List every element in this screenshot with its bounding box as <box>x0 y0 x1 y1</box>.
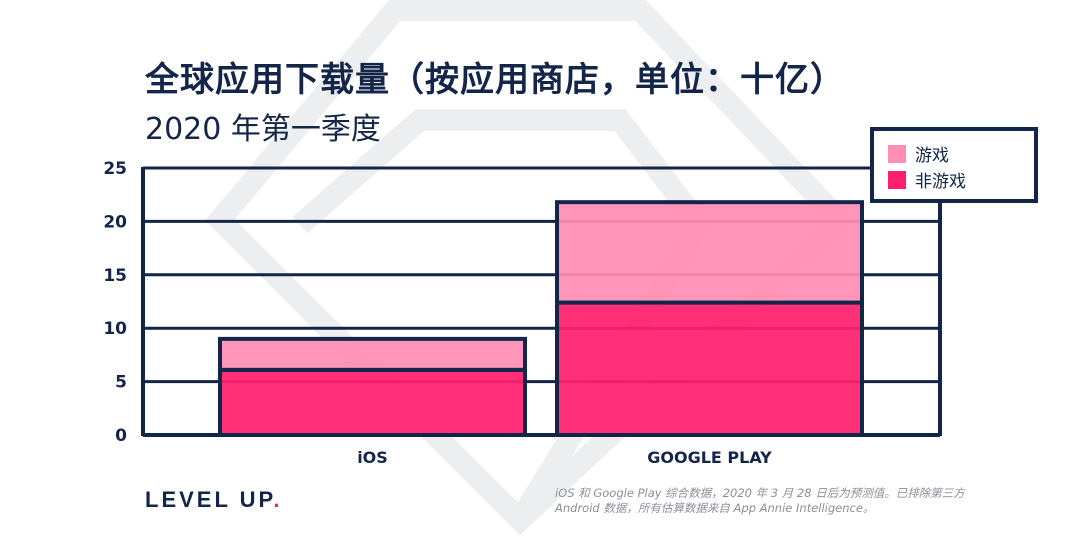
y-tick-label: 25 <box>103 159 127 179</box>
y-tick-label: 15 <box>103 266 127 286</box>
chart-title: 全球应用下载量（按应用商店，单位：十亿） <box>145 60 845 100</box>
y-tick-label: 10 <box>103 319 127 339</box>
y-tick-label: 20 <box>103 212 127 232</box>
bar-games <box>218 336 527 372</box>
bar-games <box>555 200 864 305</box>
x-tick-label: GOOGLE PLAY <box>647 448 772 467</box>
y-tick-label: 0 <box>115 426 127 446</box>
legend-label: 非游戏 <box>915 172 966 192</box>
brand-logo: LEVEL UP. <box>145 487 282 513</box>
footnote-line: iOS 和 Google Play 综合数据，2020 年 3 月 28 日后为… <box>555 486 965 500</box>
brand-dot: . <box>273 487 283 512</box>
y-tick-label: 5 <box>115 373 127 393</box>
legend-label: 游戏 <box>915 146 949 166</box>
footnote: iOS 和 Google Play 综合数据，2020 年 3 月 28 日后为… <box>555 486 995 516</box>
bar-non-games <box>218 367 527 437</box>
chart-subtitle: 2020 年第一季度 <box>145 112 381 147</box>
legend-swatch <box>888 145 906 163</box>
bar-non-games <box>555 300 864 437</box>
legend-swatch <box>888 171 906 189</box>
brand-text: LEVEL UP <box>145 487 274 512</box>
x-tick-label: iOS <box>357 448 388 467</box>
footnote-line: Android 数据，所有估算数据来自 App Annie Intelligen… <box>555 501 875 515</box>
